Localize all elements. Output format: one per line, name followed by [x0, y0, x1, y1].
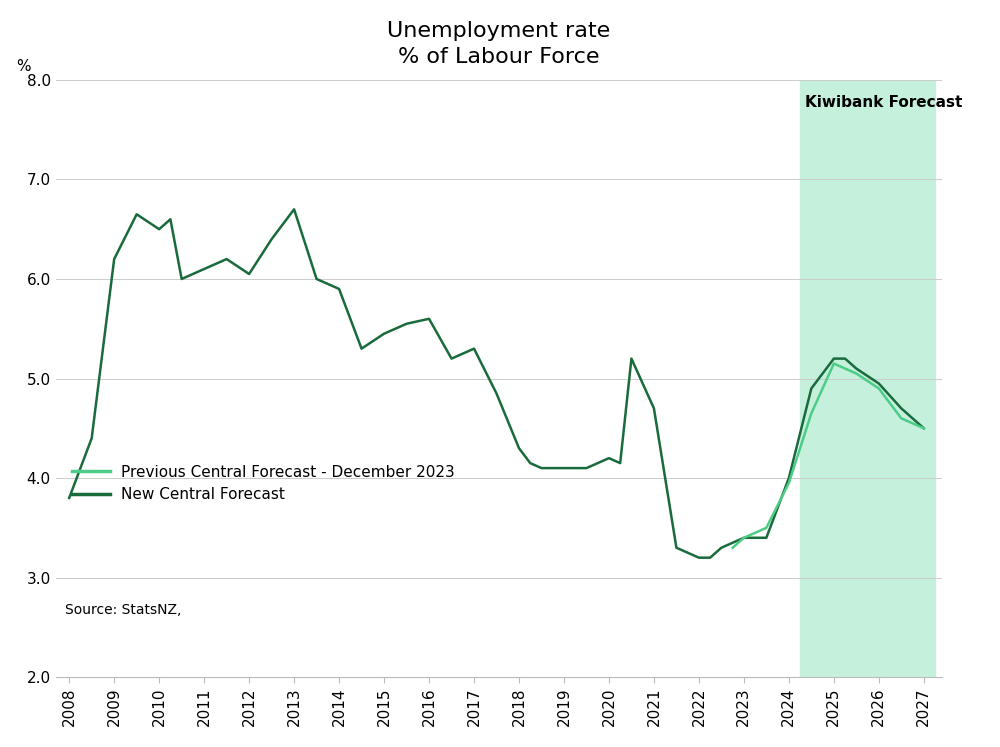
Title: Unemployment rate
% of Labour Force: Unemployment rate % of Labour Force — [387, 21, 610, 67]
Legend: Previous Central Forecast - December 2023, New Central Forecast: Previous Central Forecast - December 202… — [72, 465, 455, 502]
Text: Kiwibank Forecast: Kiwibank Forecast — [805, 95, 962, 110]
Bar — [800, 80, 935, 677]
Text: %: % — [16, 59, 30, 74]
Text: Source: StatsNZ,: Source: StatsNZ, — [65, 604, 181, 618]
